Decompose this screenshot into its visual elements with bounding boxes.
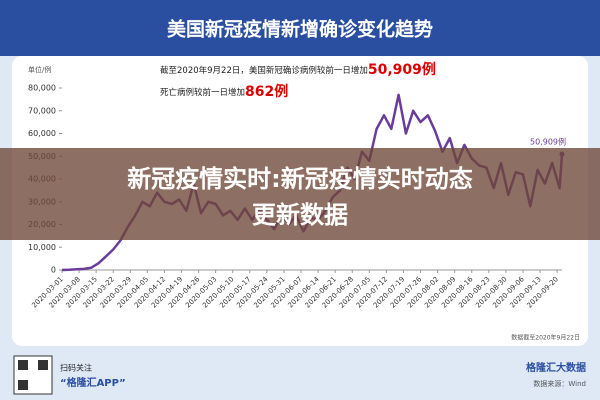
credit: 数据来源：Wind (533, 379, 586, 388)
y-tick-label: 60,000 (28, 129, 56, 138)
qr-code (18, 360, 28, 370)
y-tick-label: 0 (51, 266, 56, 275)
y-tick-label: 80,000 (28, 84, 56, 93)
annotation-text: 截至2020年9月22日，美国新冠确诊病例较前一日增加 (160, 65, 368, 76)
qr-code (18, 380, 28, 390)
overlay-text: 更新数据 (252, 201, 348, 229)
footer-text: “格隆汇APP” (60, 376, 126, 389)
overlay-text: 新冠疫情实时:新冠疫情实时动态 (127, 165, 473, 193)
annotation-highlight: 862例 (245, 83, 288, 100)
annotation-highlight: 50,909例 (368, 61, 436, 78)
brand: 格隆汇大数据 (526, 361, 586, 374)
annotation: 截至2020年9月22日，美国新冠确诊病例较前一日增加50,909例 (160, 61, 436, 78)
qr-code (38, 360, 48, 370)
y-tick-label: 70,000 (28, 106, 56, 115)
source: 数据截至2020年9月22日 (511, 334, 580, 342)
unit-label: 单位/例 (28, 65, 51, 74)
header (0, 0, 600, 56)
overlay-banner (0, 148, 600, 240)
footer-text: 扫码关注 (60, 363, 92, 373)
annotation: 死亡病例较前一日增加862例 (160, 83, 288, 100)
end-label: 50,909例 (530, 137, 566, 147)
y-tick-label: 10,000 (28, 243, 56, 252)
chart-title: 美国新冠疫情新增确诊变化趋势 (167, 18, 433, 41)
annotation-text: 死亡病例较前一日增加 (160, 87, 245, 98)
